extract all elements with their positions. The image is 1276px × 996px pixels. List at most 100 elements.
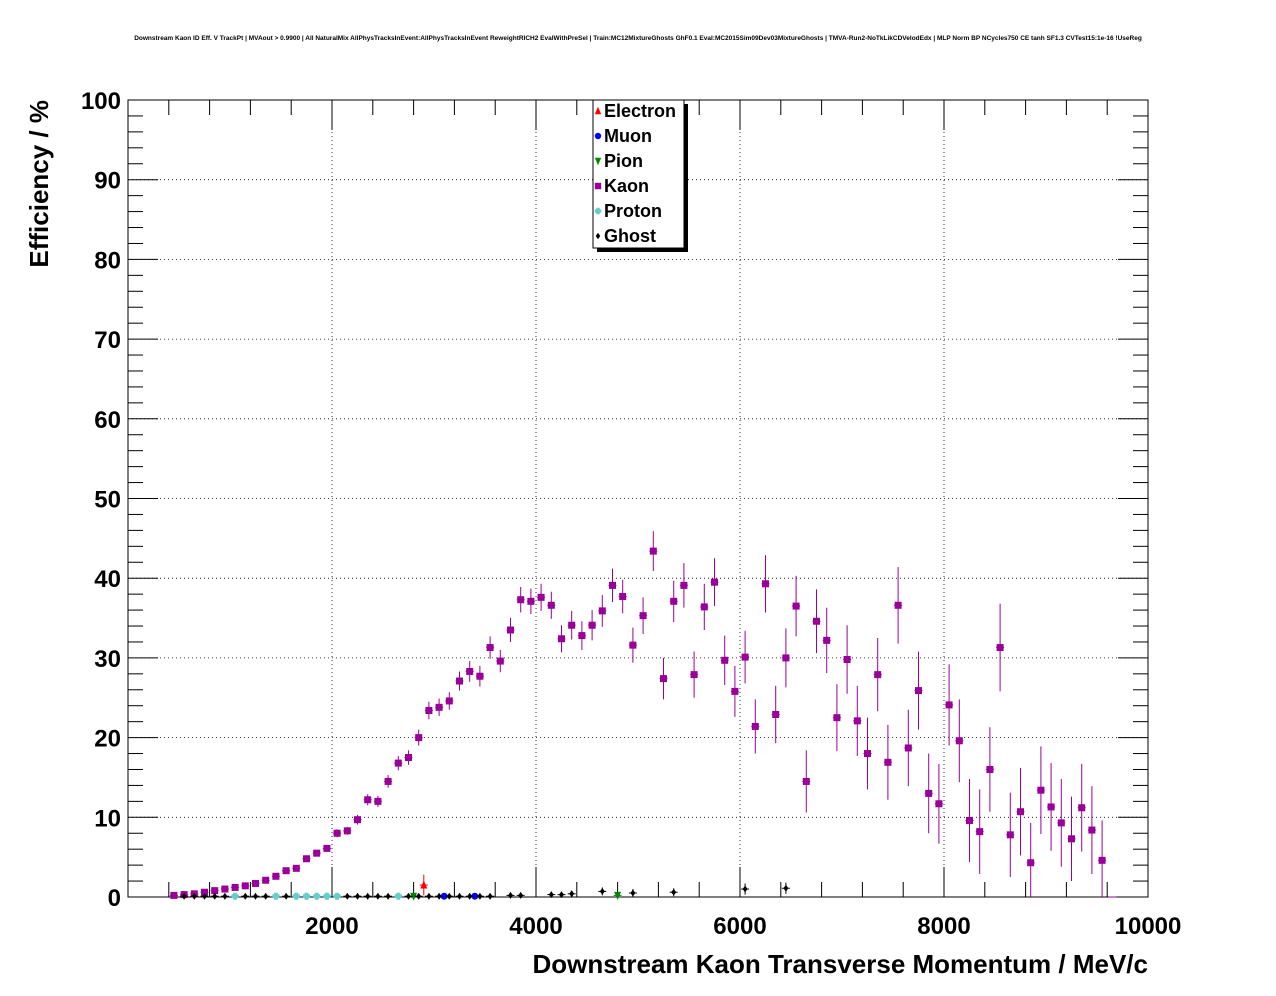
data-marker [272,892,280,900]
data-marker [303,892,311,900]
data-marker [375,892,381,900]
data-marker [833,714,841,722]
data-marker [680,581,688,589]
data-marker [802,777,810,785]
x-tick-label: 2000 [305,913,358,940]
data-marker [1098,856,1106,864]
data-marker [986,765,994,773]
legend-label: Muon [604,126,652,146]
data-marker [283,892,289,900]
data-marker [471,892,479,900]
data-marker [191,892,197,900]
data-marker [456,677,463,685]
data-marker [700,603,708,611]
data-marker [263,892,269,900]
data-marker [996,644,1004,652]
data-marker [241,882,249,890]
data-marker [558,635,565,643]
legend-entry-muon: Muon [594,126,652,146]
data-marker [440,892,448,900]
data-marker [410,892,418,901]
data-marker [436,892,442,900]
data-marker [1068,835,1075,843]
data-points [169,531,1117,901]
data-marker [578,632,586,640]
data-marker [966,816,973,824]
data-marker [181,892,187,900]
data-marker [630,889,636,897]
data-marker [487,892,493,900]
data-marker [242,892,248,900]
data-marker [201,888,208,896]
series-kaon [169,531,1117,899]
data-marker [731,687,739,695]
data-marker [614,891,622,900]
data-marker [333,829,341,837]
data-marker [823,636,831,644]
data-marker [364,796,372,804]
data-marker [599,887,605,895]
data-marker [457,892,462,900]
data-marker [588,621,596,629]
data-marker [415,734,423,742]
series-proton [231,892,403,900]
y-tick-label: 90 [94,168,121,195]
y-tick-label: 70 [94,327,121,354]
data-marker [420,880,428,889]
data-marker [813,617,820,625]
data-marker [272,872,280,880]
y-tick-label: 10 [94,805,121,832]
y-tick-label: 80 [94,247,121,274]
data-marker [365,892,371,900]
data-marker [496,657,504,665]
data-marker [477,892,483,900]
data-marker [253,892,258,900]
y-tick-label: 0 [108,885,121,912]
y-tick-label: 40 [94,566,121,593]
x-tick-label: 8000 [917,913,970,940]
data-marker [211,887,219,895]
data-marker [976,828,984,836]
legend-entry-ghost: Ghost [595,226,656,246]
data-marker [711,578,718,586]
legend-label: Ghost [604,226,656,246]
legend-entry-pion: Pion [594,151,643,171]
data-marker [231,892,239,900]
data-marker [568,621,576,629]
data-marker [639,612,647,620]
data-marker [884,758,892,766]
data-marker [435,703,443,711]
data-marker [537,593,545,601]
data-marker [559,891,564,899]
data-marker [569,890,575,898]
data-marker [518,891,524,899]
data-marker [1047,803,1055,811]
data-marker [303,855,310,863]
data-marker [507,626,514,634]
y-tick-label: 60 [94,407,121,434]
data-marker [252,879,259,887]
data-marker [313,849,321,857]
data-marker [671,888,677,896]
data-marker [202,892,207,900]
data-marker [595,232,601,240]
y-tick-label: 50 [94,487,121,514]
data-marker [629,641,637,649]
legend-label: Kaon [604,176,649,196]
data-marker [405,754,412,762]
y-tick-label: 100 [81,88,121,115]
data-marker [843,655,851,663]
data-marker [1037,786,1045,794]
data-marker [594,132,602,140]
data-marker [354,816,361,824]
series-electron [419,874,428,896]
data-marker [741,653,749,661]
legend-box [592,99,685,249]
data-marker [594,182,602,190]
data-marker [1027,859,1035,867]
data-marker [170,891,178,899]
data-marker [782,654,790,662]
data-marker [792,602,800,610]
data-marker [292,864,300,872]
